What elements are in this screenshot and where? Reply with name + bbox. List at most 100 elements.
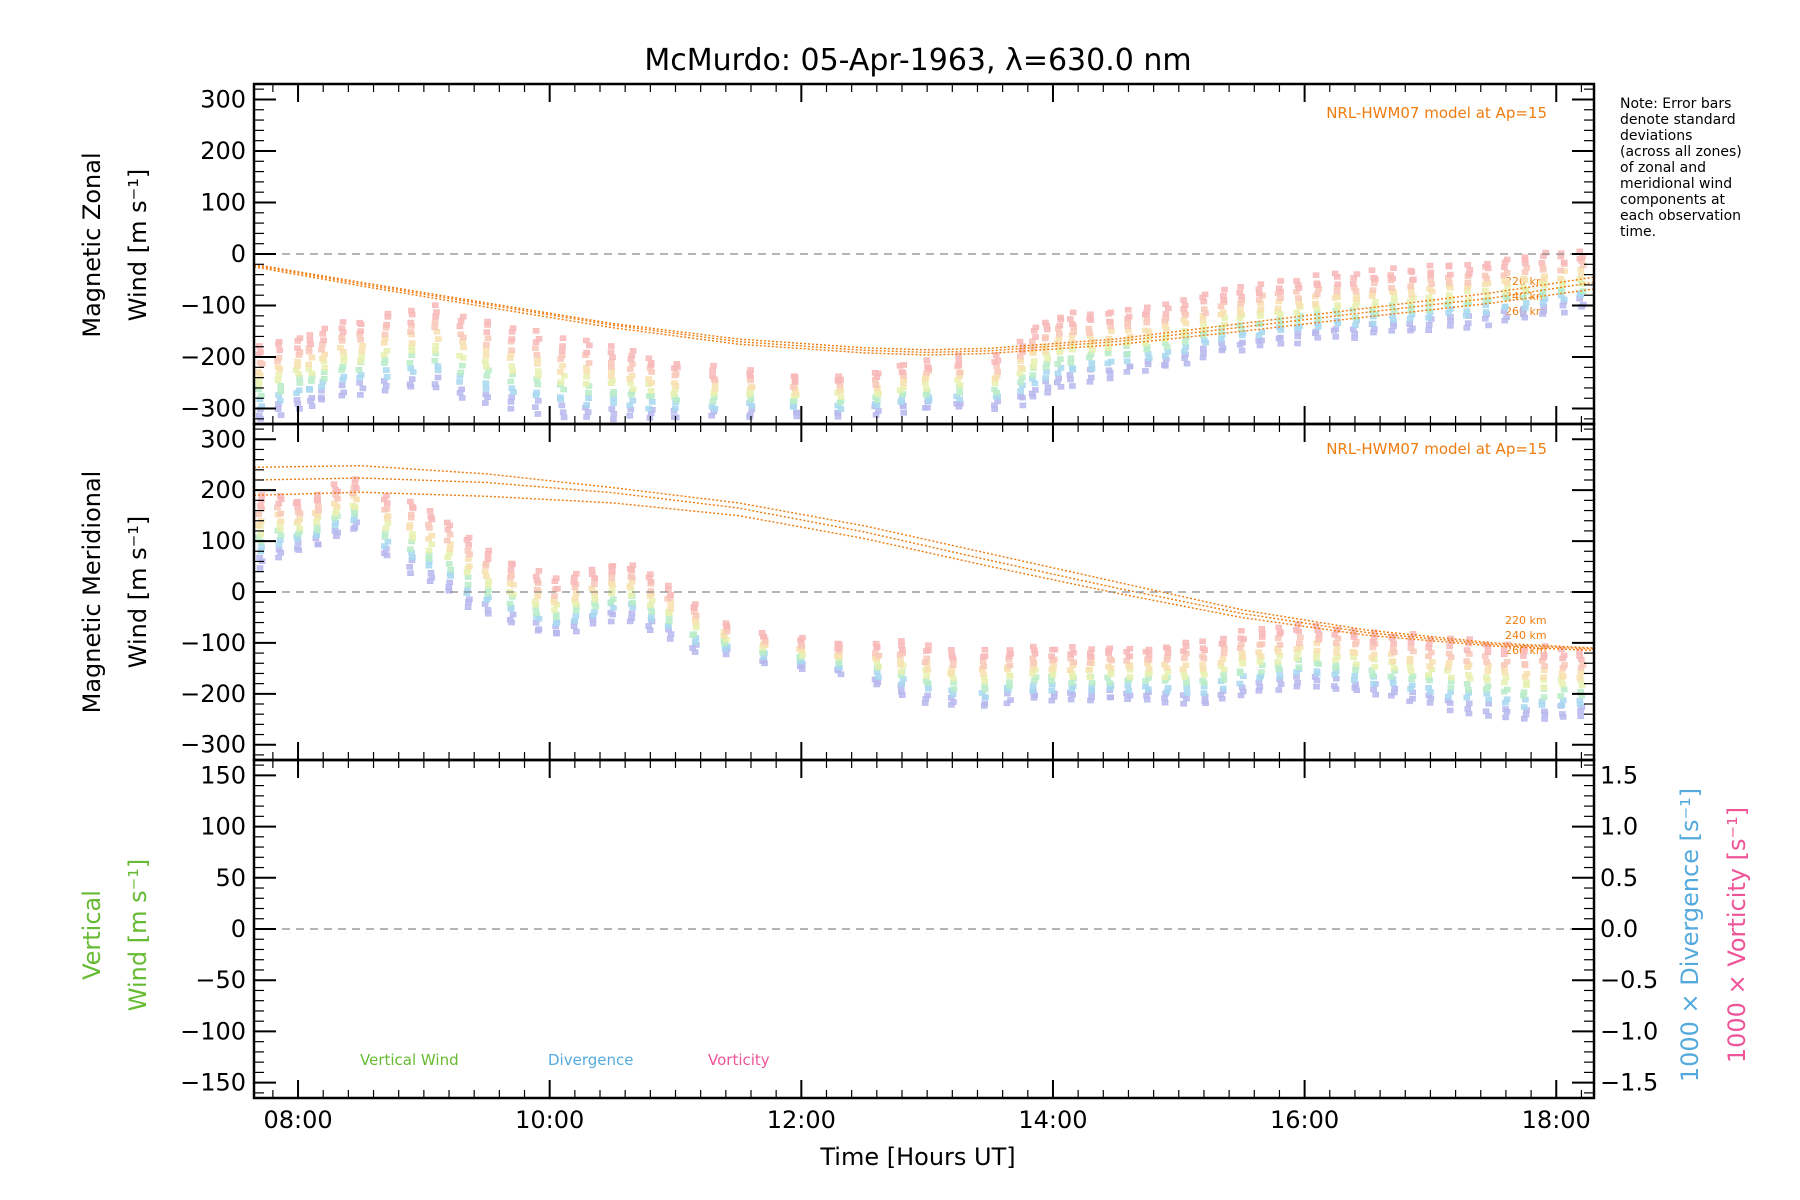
meridional-obs-point	[646, 571, 654, 578]
vertical-panel-labels: Vertical Wind [m s⁻¹] 1000 × Divergence …	[78, 788, 1751, 1082]
meridional-obs-point	[1104, 674, 1111, 681]
meridional-obs-point	[667, 592, 674, 598]
zonal-obs-point	[483, 373, 491, 379]
x-tick-label: 14:00	[1018, 1106, 1087, 1134]
zonal-obs-point	[338, 325, 346, 332]
zonal-obs-point	[338, 382, 346, 389]
zonal-obs-point	[1143, 309, 1150, 316]
zonal-obs-point	[1539, 288, 1547, 295]
zonal-obs-point	[1087, 311, 1094, 318]
meridional-obs-point	[1006, 679, 1013, 685]
x-tick-label: 08:00	[263, 1106, 332, 1134]
zonal-obs-point	[255, 412, 263, 419]
meridional-obs-point	[1313, 668, 1321, 675]
meridional-obs-point	[1259, 630, 1266, 637]
zonal-obs-point	[1201, 306, 1208, 313]
meridional-obs-point	[922, 677, 930, 684]
zonal-obs-point	[1465, 296, 1473, 303]
zonal-obs-point	[1407, 283, 1414, 290]
meridional-obs-point	[446, 531, 454, 538]
zonal-obs-point	[1105, 345, 1112, 352]
zonal-obs-point	[1032, 324, 1040, 331]
zonal-obs-point	[534, 372, 542, 379]
meridional-obs-point	[275, 542, 283, 548]
meridional-obs-point	[1297, 634, 1304, 641]
meridional-obs-point	[924, 692, 931, 699]
zonal-obs-point	[1057, 314, 1064, 321]
meridional-obs-point	[591, 609, 598, 615]
chart-title: McMurdo: 05-Apr-1963, λ=630.0 nm	[644, 43, 1191, 78]
zonal-obs-point	[709, 373, 716, 380]
zonal-obs-point	[1425, 321, 1433, 328]
meridional-obs-point	[981, 653, 989, 660]
meridional-ytick-label: 0	[231, 578, 246, 606]
zonal-obs-point	[585, 389, 592, 396]
zonal-obs-point	[1087, 351, 1095, 358]
zonal-obs-point	[318, 383, 325, 390]
meridional-obs-point	[799, 634, 806, 641]
meridional-obs-point	[313, 519, 320, 525]
zonal-obs-point	[955, 357, 963, 364]
zonal-obs-point	[308, 378, 315, 384]
meridional-obs-point	[532, 573, 540, 580]
zonal-obs-point	[1406, 321, 1413, 328]
meridional-obs-point	[1182, 639, 1189, 646]
zonal-obs-point	[628, 352, 636, 359]
meridional-obs-point	[1429, 659, 1436, 665]
zonal-obs-point	[610, 400, 617, 406]
meridional-obs-point	[406, 563, 414, 570]
meridional-obs-point	[1558, 670, 1566, 677]
meridional-obs-point	[1258, 641, 1266, 647]
zonal-obs-point	[277, 383, 285, 389]
meridional-obs-point	[349, 490, 357, 497]
meridional-obs-point	[981, 646, 989, 653]
zonal-obs-point	[672, 371, 680, 377]
zonal-obs-point	[359, 385, 367, 392]
zonal-obs-point	[533, 352, 541, 358]
zonal-obs-point	[1028, 390, 1036, 397]
meridional-obs-point	[428, 541, 436, 548]
zonal-obs-point	[837, 394, 845, 400]
meridional-obs-point	[1029, 682, 1037, 689]
meridional-obs-point	[1445, 650, 1453, 657]
meridional-obs-point	[1199, 645, 1207, 652]
meridional-obs-point	[257, 531, 265, 538]
meridional-obs-point	[296, 516, 304, 522]
zonal-obs-point	[1541, 273, 1548, 280]
zonal-obs-point	[1043, 360, 1051, 367]
meridional-obs-point	[466, 596, 473, 603]
meridional-obs-point	[331, 528, 339, 534]
meridional-obs-point	[426, 507, 434, 514]
zonal-obs-point	[435, 336, 442, 342]
zonal-obs-point	[1069, 309, 1077, 316]
zonal-obs-point	[532, 404, 539, 410]
meridional-obs-point	[1371, 629, 1378, 636]
zonal-obs-point	[1481, 272, 1489, 279]
zonal-obs-point	[1030, 358, 1038, 365]
zonal-obs-point	[256, 359, 264, 366]
zonal-obs-point	[1388, 327, 1396, 334]
zonal-obs-point	[1390, 265, 1397, 272]
zonal-obs-point	[1123, 368, 1131, 375]
zonal-obs-point	[956, 389, 964, 396]
zonal-obs-point	[956, 382, 964, 388]
meridional-obs-point	[506, 600, 514, 607]
zonal-obs-point	[484, 335, 492, 342]
zonal-obs-point	[1426, 286, 1433, 292]
right-ytick-label: −1.0	[1600, 1017, 1658, 1045]
meridional-obs-point	[1313, 647, 1321, 654]
meridional-obs-point	[1465, 700, 1473, 707]
zonal-obs-point	[1032, 387, 1039, 393]
meridional-obs-point	[1463, 658, 1471, 664]
zonal-panel-labels: Magnetic Zonal Wind [m s⁻¹] NRL-HWM07 mo…	[78, 104, 1547, 338]
zonal-obs-point	[1032, 334, 1039, 340]
meridional-obs-point	[722, 651, 730, 658]
meridional-obs-point	[1464, 706, 1472, 712]
meridional-obs-point	[406, 522, 414, 528]
meridional-obs-point	[588, 571, 596, 578]
zonal-obs-point	[1057, 356, 1064, 363]
meridional-obs-point	[1200, 690, 1208, 696]
meridional-obs-point	[507, 566, 515, 573]
meridional-obs-point	[1523, 670, 1531, 677]
zonal-ytick-label: 200	[200, 137, 246, 165]
